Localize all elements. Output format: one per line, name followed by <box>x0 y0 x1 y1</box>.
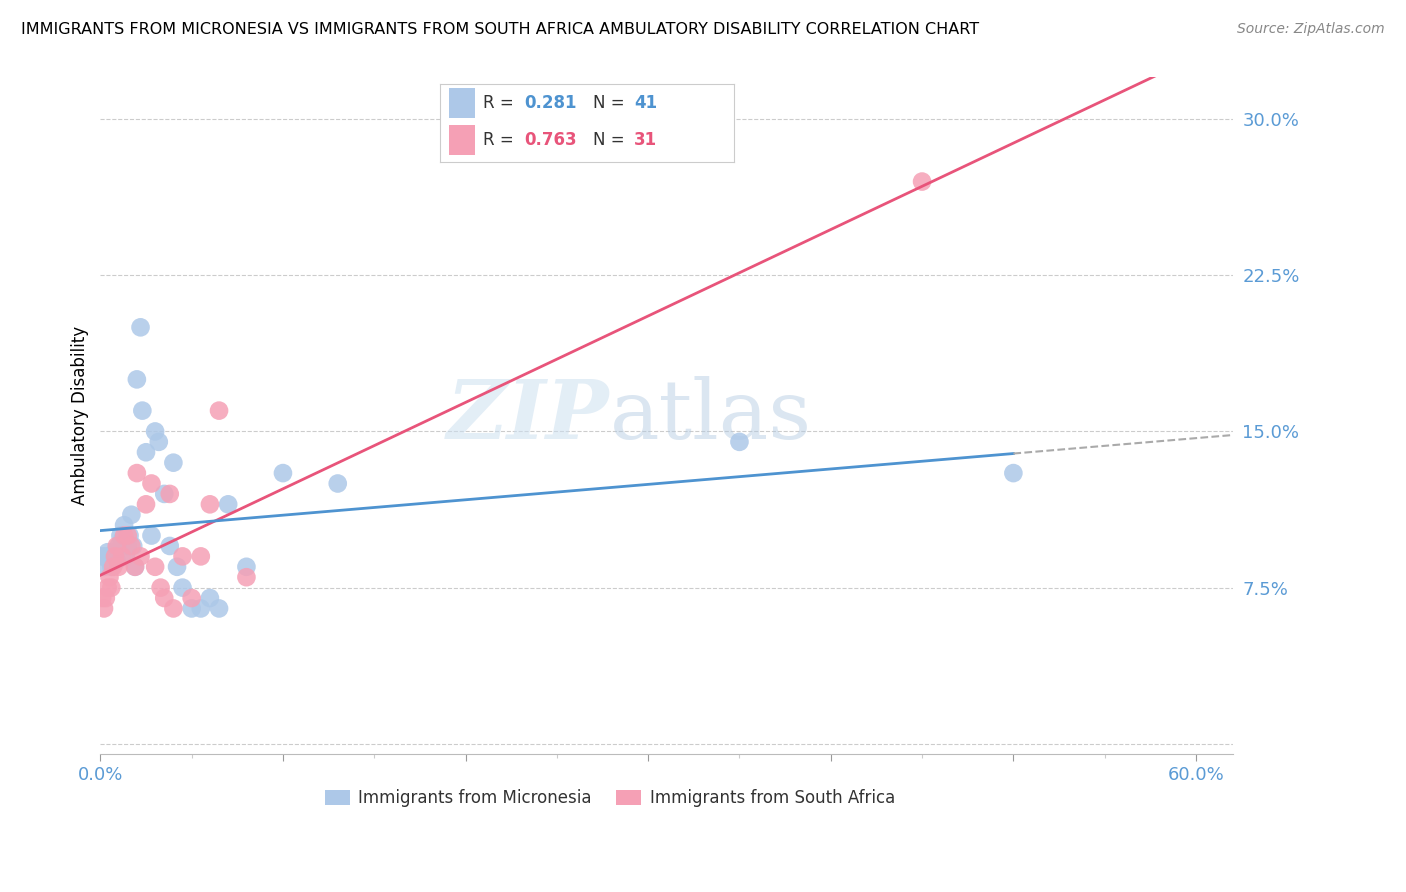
Point <box>172 549 194 564</box>
Text: atlas: atlas <box>610 376 811 456</box>
Point <box>141 528 163 542</box>
Text: Source: ZipAtlas.com: Source: ZipAtlas.com <box>1237 22 1385 37</box>
Point <box>326 476 349 491</box>
Point <box>911 175 934 189</box>
Point <box>100 581 122 595</box>
Point <box>111 533 134 547</box>
Point <box>91 549 114 564</box>
Point <box>97 581 120 595</box>
Point <box>166 559 188 574</box>
Text: IMMIGRANTS FROM MICRONESIA VS IMMIGRANTS FROM SOUTH AFRICA AMBULATORY DISABILITY: IMMIGRANTS FROM MICRONESIA VS IMMIGRANTS… <box>21 22 979 37</box>
Point <box>271 466 294 480</box>
Point <box>112 528 135 542</box>
Legend: Immigrants from Micronesia, Immigrants from South Africa: Immigrants from Micronesia, Immigrants f… <box>318 782 901 814</box>
Point <box>98 553 121 567</box>
Point <box>112 518 135 533</box>
Point <box>153 487 176 501</box>
Point <box>105 539 128 553</box>
Point <box>118 528 141 542</box>
Point <box>107 539 129 553</box>
Point <box>172 581 194 595</box>
Point <box>129 320 152 334</box>
Point <box>101 559 124 574</box>
Point <box>94 591 117 605</box>
Point <box>728 434 751 449</box>
Point <box>1002 466 1025 480</box>
Point <box>135 445 157 459</box>
Point <box>129 549 152 564</box>
Point <box>97 545 120 559</box>
Point <box>235 559 257 574</box>
Point <box>198 591 221 605</box>
Point <box>107 559 129 574</box>
Point <box>111 549 134 564</box>
Point <box>122 539 145 553</box>
Point <box>125 372 148 386</box>
Point <box>124 559 146 574</box>
Point <box>91 591 114 605</box>
Point <box>198 497 221 511</box>
Point <box>208 601 231 615</box>
Point <box>180 591 202 605</box>
Point <box>162 456 184 470</box>
Point <box>104 549 127 564</box>
Point <box>153 591 176 605</box>
Point <box>110 528 132 542</box>
Point <box>143 559 166 574</box>
Y-axis label: Ambulatory Disability: Ambulatory Disability <box>72 326 89 506</box>
Point <box>143 425 166 439</box>
Point <box>141 476 163 491</box>
Point <box>208 403 231 417</box>
Point <box>117 528 139 542</box>
Point <box>124 559 146 574</box>
Point <box>93 559 115 574</box>
Point <box>101 549 124 564</box>
Point <box>125 466 148 480</box>
Point <box>235 570 257 584</box>
Point <box>135 497 157 511</box>
Point <box>159 487 181 501</box>
Point <box>93 601 115 615</box>
Point <box>180 601 202 615</box>
Point <box>148 434 170 449</box>
Point <box>94 549 117 564</box>
Point <box>104 545 127 559</box>
Point <box>149 581 172 595</box>
Point <box>115 549 138 564</box>
Point <box>190 549 212 564</box>
Point <box>131 403 153 417</box>
Point <box>120 508 142 522</box>
Point <box>217 497 239 511</box>
Point <box>159 539 181 553</box>
Point <box>105 553 128 567</box>
Point <box>162 601 184 615</box>
Point <box>117 539 139 553</box>
Point <box>100 559 122 574</box>
Point <box>120 539 142 553</box>
Point <box>98 570 121 584</box>
Text: ZIP: ZIP <box>447 376 610 456</box>
Point <box>190 601 212 615</box>
